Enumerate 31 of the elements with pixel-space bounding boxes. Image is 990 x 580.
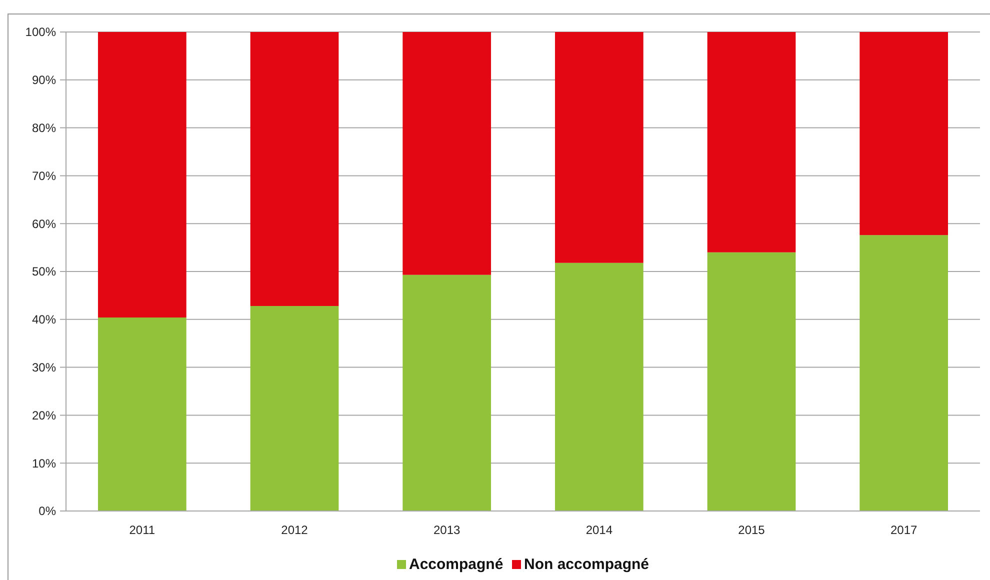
- bar: [554, 262, 644, 511]
- bar: [860, 32, 948, 236]
- bar: [707, 32, 796, 252]
- bar: [98, 32, 186, 318]
- bar: [402, 32, 492, 275]
- legend-label: Non accompagné: [524, 556, 650, 573]
- y-tick-label: 0%: [38, 504, 56, 518]
- bar: [98, 317, 186, 511]
- x-tick-label: 2014: [586, 523, 613, 537]
- x-tick-label: 2011: [129, 523, 156, 537]
- y-tick-label: 70%: [32, 168, 56, 183]
- y-tick-label: 100%: [25, 25, 56, 40]
- x-tick-label: 2017: [890, 523, 918, 537]
- y-tick-label: 50%: [32, 264, 56, 279]
- x-tick-label: 2012: [281, 523, 308, 537]
- bar: [554, 32, 644, 263]
- legend-label: Accompagné: [409, 556, 504, 573]
- bar: [707, 252, 796, 511]
- y-tick-label: 40%: [32, 312, 56, 327]
- x-tick-label: 2013: [433, 523, 461, 537]
- y-tick-label: 20%: [32, 408, 56, 422]
- x-tick-label: 2015: [738, 523, 766, 537]
- bar: [402, 274, 492, 511]
- y-tick-label: 60%: [32, 216, 56, 231]
- y-tick-label: 80%: [32, 121, 56, 135]
- y-tick-label: 90%: [32, 73, 56, 88]
- bar: [860, 235, 948, 511]
- bar: [250, 32, 339, 306]
- y-tick-label: 30%: [32, 360, 56, 374]
- y-tick-label: 10%: [32, 456, 56, 470]
- bar: [250, 306, 339, 511]
